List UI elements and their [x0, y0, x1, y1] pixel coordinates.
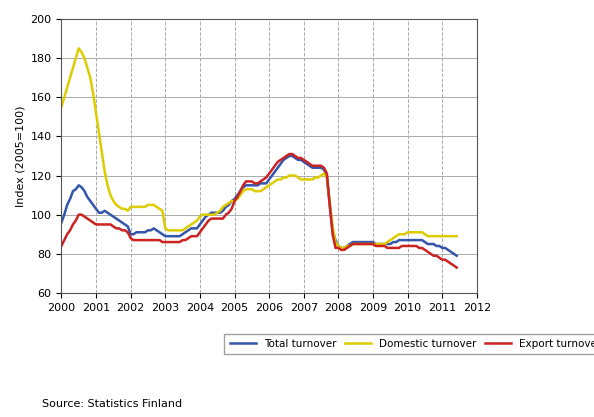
- Total turnover: [447, 249, 454, 254]
- Total turnover: [343, 244, 350, 249]
- Total turnover: [214, 210, 221, 215]
- Legend: Total turnover, Domestic turnover, Export turnover: Total turnover, Domestic turnover, Expor…: [225, 334, 594, 354]
- Export turnover: [396, 246, 403, 251]
- Text: Source: Statistics Finland: Source: Statistics Finland: [42, 399, 182, 409]
- Total turnover: [453, 253, 460, 258]
- Line: Total turnover: Total turnover: [61, 156, 457, 256]
- Domestic turnover: [399, 232, 406, 237]
- Line: Export turnover: Export turnover: [61, 154, 457, 267]
- Export turnover: [343, 246, 350, 251]
- Export turnover: [447, 261, 454, 266]
- Domestic turnover: [75, 46, 83, 51]
- Domestic turnover: [205, 212, 212, 217]
- Export turnover: [214, 216, 221, 221]
- Domestic turnover: [217, 208, 224, 213]
- Total turnover: [283, 156, 290, 161]
- Export turnover: [286, 151, 293, 156]
- Total turnover: [396, 238, 403, 243]
- Line: Domestic turnover: Domestic turnover: [61, 48, 457, 248]
- Domestic turnover: [338, 246, 345, 251]
- Export turnover: [453, 265, 460, 270]
- Domestic turnover: [346, 244, 353, 249]
- Export turnover: [283, 153, 290, 158]
- Total turnover: [286, 153, 293, 158]
- Y-axis label: Index (2005=100): Index (2005=100): [15, 105, 25, 207]
- Domestic turnover: [450, 234, 457, 239]
- Total turnover: [58, 220, 65, 225]
- Domestic turnover: [58, 105, 65, 110]
- Export turnover: [58, 244, 65, 249]
- Domestic turnover: [453, 234, 460, 239]
- Total turnover: [202, 214, 209, 219]
- Export turnover: [202, 222, 209, 227]
- Domestic turnover: [286, 173, 293, 178]
